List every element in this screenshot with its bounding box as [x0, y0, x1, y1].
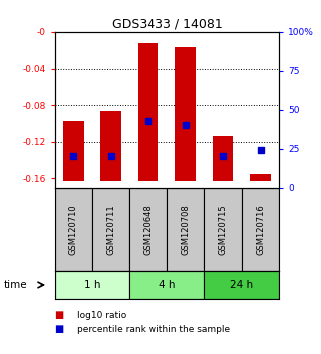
Bar — [138, 43, 159, 181]
Bar — [175, 46, 196, 181]
Text: percentile rank within the sample: percentile rank within the sample — [77, 325, 230, 334]
Text: GSM120711: GSM120711 — [106, 204, 115, 255]
Text: 24 h: 24 h — [230, 280, 253, 290]
Text: time: time — [3, 280, 27, 290]
Text: 4 h: 4 h — [159, 280, 175, 290]
Bar — [250, 174, 271, 181]
Text: 1 h: 1 h — [84, 280, 100, 290]
Bar — [63, 121, 83, 181]
Text: log10 ratio: log10 ratio — [77, 310, 126, 320]
Bar — [129, 188, 167, 271]
Text: GSM120708: GSM120708 — [181, 204, 190, 255]
Bar — [129, 271, 204, 299]
Bar — [55, 271, 129, 299]
Bar — [92, 188, 129, 271]
Text: GSM120715: GSM120715 — [219, 204, 228, 255]
Text: GSM120648: GSM120648 — [144, 204, 153, 255]
Bar — [204, 188, 242, 271]
Text: ■: ■ — [55, 324, 64, 334]
Bar — [167, 188, 204, 271]
Bar — [55, 188, 92, 271]
Bar — [242, 188, 279, 271]
Bar — [204, 271, 279, 299]
Title: GDS3433 / 14081: GDS3433 / 14081 — [111, 18, 222, 31]
Text: GSM120716: GSM120716 — [256, 204, 265, 255]
Text: GSM120710: GSM120710 — [69, 204, 78, 255]
Bar — [100, 111, 121, 181]
Text: ■: ■ — [55, 310, 64, 320]
Bar — [213, 136, 233, 181]
